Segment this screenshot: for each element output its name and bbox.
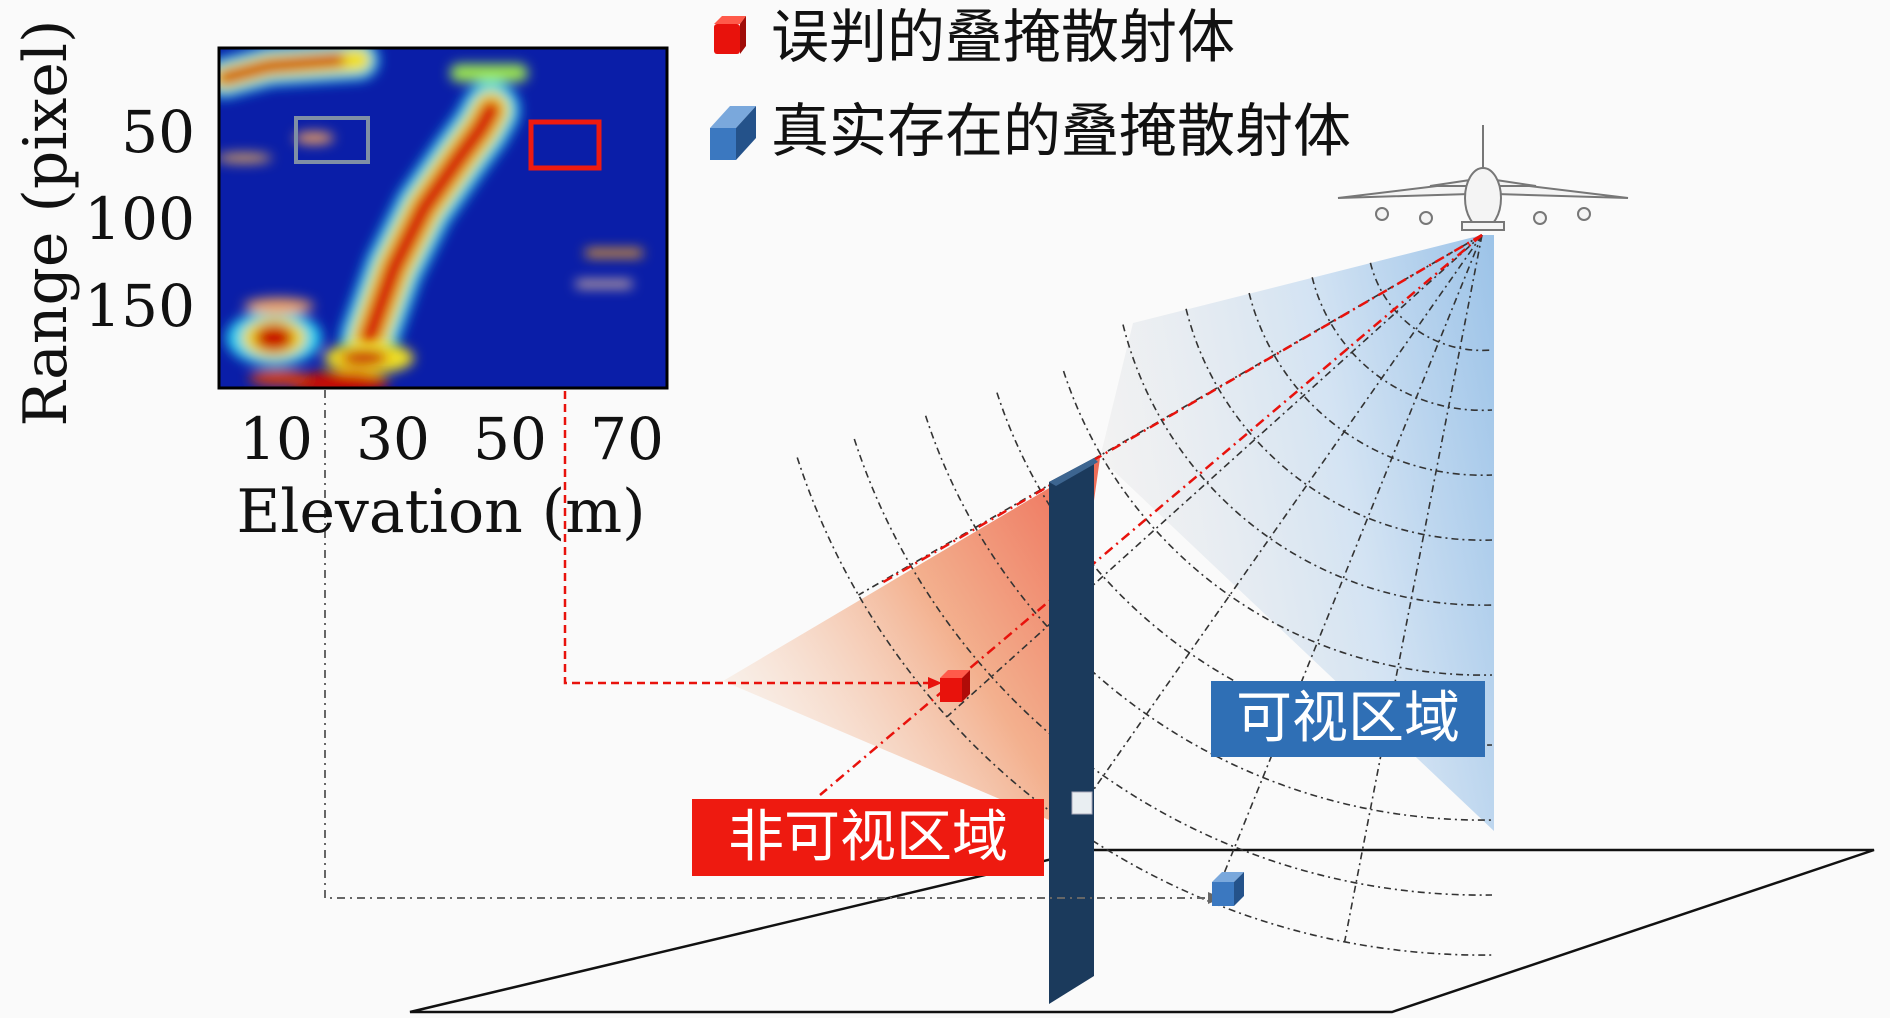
gray-connector-line bbox=[324, 170, 1212, 899]
radial-ray bbox=[946, 234, 1483, 718]
wavefront-arc bbox=[1122, 324, 1493, 606]
heatmap bbox=[217, 46, 669, 390]
red-ray-upper bbox=[879, 233, 1483, 586]
red-arrowhead-icon bbox=[928, 677, 942, 689]
airplane-icon bbox=[1337, 125, 1629, 231]
wavefront-arc bbox=[924, 415, 1493, 821]
radial-ray bbox=[1343, 234, 1483, 942]
wavefront-arc bbox=[1369, 262, 1493, 352]
wavefront-arc bbox=[1248, 292, 1493, 476]
visible-region-label: 可视区域 bbox=[1211, 681, 1485, 757]
wavefront-arc bbox=[853, 438, 1493, 896]
y-tick-150: 150 bbox=[84, 272, 195, 340]
x-tick-10: 10 bbox=[239, 405, 313, 473]
radial-ray bbox=[1068, 234, 1483, 826]
x-tick-30: 30 bbox=[356, 405, 430, 473]
building-wall-edge bbox=[1049, 458, 1098, 486]
heatmap-red-box bbox=[528, 119, 602, 171]
wavefront-arc bbox=[996, 392, 1493, 746]
heatmap-x-axis-label: Elevation (m) bbox=[236, 477, 646, 547]
ground-plane bbox=[409, 848, 1875, 1014]
invisible-region-fan bbox=[723, 458, 1100, 820]
y-tick-100: 100 bbox=[84, 185, 195, 253]
x-tick-50: 50 bbox=[473, 405, 547, 473]
x-tick-70: 70 bbox=[590, 405, 664, 473]
wavefront-arc bbox=[1062, 370, 1493, 676]
wavefront-arc bbox=[1185, 308, 1493, 541]
legend-blue-cube-icon bbox=[710, 106, 756, 160]
heatmap-gray-box bbox=[294, 116, 370, 164]
red-ray-lower bbox=[819, 234, 1483, 796]
wavefront-arc bbox=[796, 457, 1493, 956]
wavefront-arc bbox=[1311, 277, 1493, 412]
wavefront-arcs bbox=[796, 262, 1493, 956]
false-layover-scatterer-marker bbox=[940, 670, 970, 702]
true-layover-scatterer-marker bbox=[1212, 872, 1244, 906]
invisible-region-label: 非可视区域 bbox=[692, 799, 1044, 876]
legend-red-cube-icon bbox=[714, 16, 746, 54]
building-wall bbox=[1049, 458, 1094, 1004]
legend-true-scatterer-label: 真实存在的叠掩散射体 bbox=[771, 97, 1352, 165]
radial-ray bbox=[1211, 234, 1483, 903]
y-tick-50: 50 bbox=[121, 98, 195, 166]
wall-scatterer-marker bbox=[1071, 791, 1093, 815]
legend-false-scatterer-label: 误判的叠掩散射体 bbox=[771, 3, 1236, 71]
